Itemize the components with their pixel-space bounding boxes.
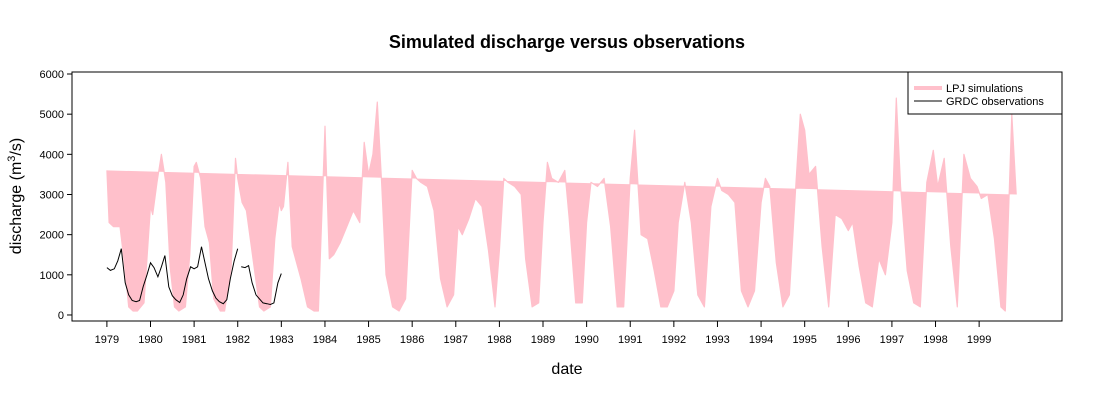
y-axis-label-superscript: 3 bbox=[6, 156, 18, 162]
x-tick-label-1985: 1985 bbox=[356, 334, 380, 346]
legend: LPJ simulations GRDC observations bbox=[907, 71, 1063, 115]
y-tick-label-3: 3000 bbox=[40, 189, 64, 201]
y-axis-label-part-1: discharge (m bbox=[8, 162, 25, 254]
x-tick-label-1980: 1980 bbox=[138, 334, 162, 346]
x-tick-label-1982: 1982 bbox=[225, 334, 249, 346]
x-tick-label-1989: 1989 bbox=[531, 334, 555, 346]
x-axis: 1979 1980 1981 1982 1983 1984 1985 1986 1987 1988… bbox=[95, 320, 991, 346]
observation-line-1 bbox=[106, 246, 239, 305]
legend-simulations-label: LPJ simulations bbox=[946, 83, 1024, 95]
observation-line-2 bbox=[241, 264, 282, 306]
x-tick-label-1979: 1979 bbox=[95, 334, 119, 346]
x-tick-label-1987: 1987 bbox=[444, 334, 468, 346]
x-tick-label-1997: 1997 bbox=[880, 334, 904, 346]
x-tick-label-1981: 1981 bbox=[182, 334, 206, 346]
simulation-band bbox=[106, 97, 1017, 312]
x-tick-label-1998: 1998 bbox=[923, 334, 947, 346]
x-tick-label-1995: 1995 bbox=[792, 334, 816, 346]
y-axis-label-part-3: /s) bbox=[8, 138, 25, 156]
y-tick-label-4: 4000 bbox=[40, 149, 64, 161]
simulation-band-group bbox=[106, 97, 1017, 312]
y-tick-label-5: 5000 bbox=[40, 109, 64, 121]
y-tick-label-1: 1000 bbox=[40, 270, 64, 282]
y-axis: 0 1000 2000 3000 4000 5000 6000 bbox=[40, 69, 73, 322]
x-tick-label-1983: 1983 bbox=[269, 334, 293, 346]
x-tick-label-1993: 1993 bbox=[705, 334, 729, 346]
x-tick-label-1984: 1984 bbox=[313, 334, 337, 346]
y-tick-label-6: 6000 bbox=[40, 69, 64, 81]
y-axis-label: discharge (m3/s) bbox=[6, 138, 25, 254]
x-tick-label-1992: 1992 bbox=[662, 334, 686, 346]
x-tick-label-1994: 1994 bbox=[749, 334, 773, 346]
chart-title: Simulated discharge versus observations bbox=[389, 32, 745, 52]
x-tick-label-1990: 1990 bbox=[574, 334, 598, 346]
x-tick-label-1988: 1988 bbox=[487, 334, 511, 346]
y-tick-label-0: 0 bbox=[58, 310, 64, 322]
x-axis-label: date bbox=[551, 361, 582, 378]
legend-observations-label: GRDC observations bbox=[946, 96, 1044, 108]
y-tick-label-2: 2000 bbox=[40, 230, 64, 242]
x-tick-label-1996: 1996 bbox=[836, 334, 860, 346]
observation-line-group bbox=[106, 246, 282, 306]
x-tick-label-1999: 1999 bbox=[967, 334, 991, 346]
legend-box bbox=[907, 71, 1063, 115]
x-tick-label-1991: 1991 bbox=[618, 334, 642, 346]
x-tick-label-1986: 1986 bbox=[400, 334, 424, 346]
